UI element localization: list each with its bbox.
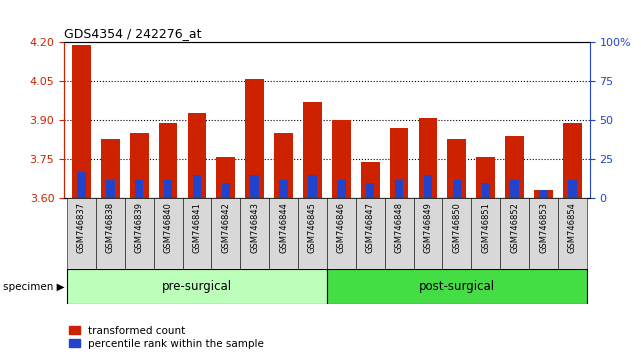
Text: GSM746850: GSM746850 [453, 202, 462, 253]
Text: GSM746849: GSM746849 [424, 202, 433, 253]
Bar [327, 269, 587, 304]
Bar [193, 175, 201, 198]
Bar [385, 198, 413, 269]
Bar [298, 198, 327, 269]
Text: GSM746839: GSM746839 [135, 202, 144, 253]
Bar [217, 157, 235, 198]
Bar [183, 198, 212, 269]
Bar [188, 113, 206, 198]
Bar [251, 175, 259, 198]
Bar [154, 198, 183, 269]
Bar [539, 190, 548, 198]
Bar [413, 198, 442, 269]
Bar [442, 198, 471, 269]
Text: GSM746845: GSM746845 [308, 202, 317, 253]
Bar [164, 179, 172, 198]
Bar [419, 118, 437, 198]
Bar [222, 183, 230, 198]
Bar [274, 133, 293, 198]
Text: pre-surgical: pre-surgical [162, 280, 232, 293]
Text: GSM746837: GSM746837 [77, 202, 86, 253]
Bar [476, 157, 495, 198]
Bar [135, 179, 144, 198]
Bar [471, 198, 500, 269]
Bar [505, 136, 524, 198]
Bar [337, 179, 345, 198]
Text: GDS4354 / 242276_at: GDS4354 / 242276_at [64, 27, 202, 40]
Text: GSM746840: GSM746840 [163, 202, 172, 253]
Text: GSM746852: GSM746852 [510, 202, 519, 253]
Bar [366, 183, 374, 198]
Text: GSM746841: GSM746841 [192, 202, 201, 253]
Bar [481, 183, 490, 198]
Text: GSM746853: GSM746853 [539, 202, 548, 253]
Bar [529, 198, 558, 269]
Bar [279, 179, 288, 198]
Bar [101, 138, 120, 198]
Bar [303, 102, 322, 198]
Bar [246, 79, 264, 198]
Bar [558, 198, 587, 269]
Bar [159, 123, 178, 198]
Text: specimen ▶: specimen ▶ [3, 282, 65, 292]
Bar [534, 190, 553, 198]
Bar [568, 179, 577, 198]
Bar [106, 179, 115, 198]
Bar [395, 179, 403, 198]
Bar [72, 45, 91, 198]
Bar [453, 179, 461, 198]
Text: GSM746851: GSM746851 [481, 202, 490, 253]
Bar [500, 198, 529, 269]
Text: GSM746854: GSM746854 [568, 202, 577, 253]
Text: GSM746847: GSM746847 [366, 202, 375, 253]
Bar [240, 198, 269, 269]
Bar [269, 198, 298, 269]
Bar [77, 172, 86, 198]
Bar [308, 175, 317, 198]
Text: post-surgical: post-surgical [419, 280, 495, 293]
Bar [356, 198, 385, 269]
Bar [96, 198, 125, 269]
Text: GSM746846: GSM746846 [337, 202, 346, 253]
Bar [125, 198, 154, 269]
Bar [327, 198, 356, 269]
Bar [332, 120, 351, 198]
Text: GSM746842: GSM746842 [221, 202, 230, 253]
Bar [361, 162, 379, 198]
Bar [510, 179, 519, 198]
Bar [424, 175, 432, 198]
Bar [447, 138, 466, 198]
Text: GSM746848: GSM746848 [395, 202, 404, 253]
Legend: transformed count, percentile rank within the sample: transformed count, percentile rank withi… [69, 326, 264, 349]
Bar [129, 133, 149, 198]
Bar [212, 198, 240, 269]
Bar [563, 123, 582, 198]
Bar [67, 198, 96, 269]
Text: GSM746843: GSM746843 [250, 202, 259, 253]
Text: GSM746838: GSM746838 [106, 202, 115, 253]
Bar [390, 128, 408, 198]
Text: GSM746844: GSM746844 [279, 202, 288, 253]
Bar [67, 269, 327, 304]
